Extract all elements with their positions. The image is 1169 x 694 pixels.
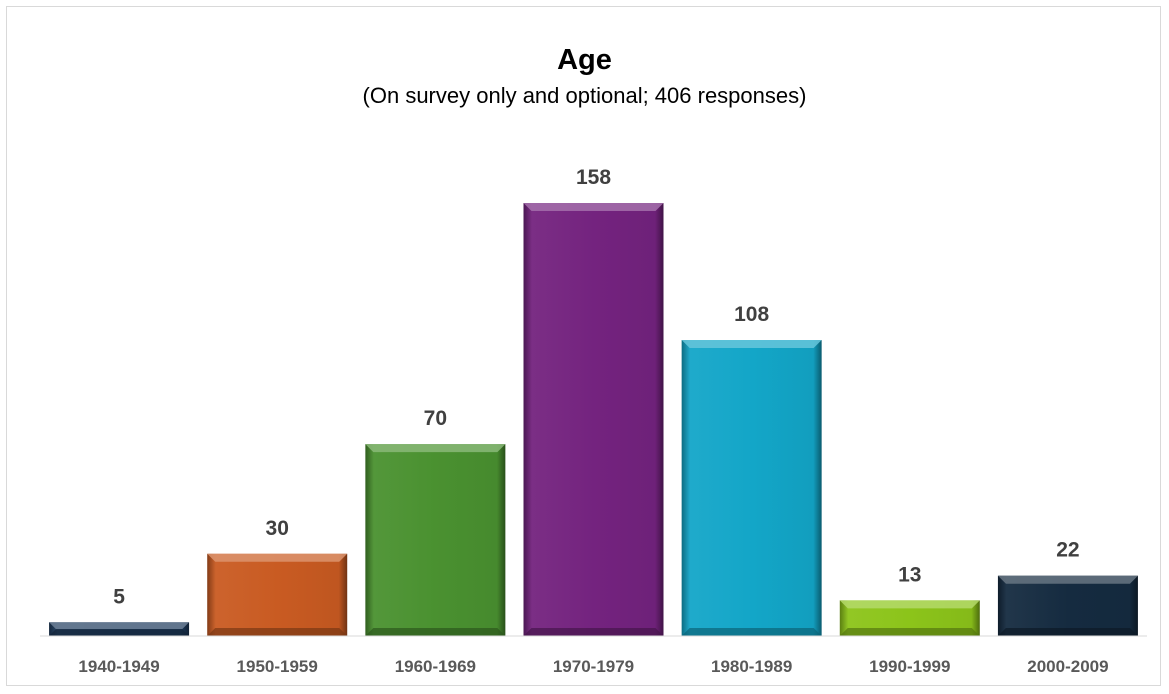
bar-shadow-1960-1969	[365, 628, 506, 636]
value-label-2000-2009: 22	[1056, 539, 1079, 562]
value-label-1940-1949: 5	[113, 585, 125, 608]
bar-bevel-2000-2009	[997, 575, 1138, 584]
bar-bevel-1980-1989	[681, 340, 822, 349]
bar-shadow-1940-1949	[49, 629, 190, 636]
bar-2000-2009	[997, 575, 1138, 636]
chart-title: Age	[557, 44, 612, 76]
bars-group	[49, 203, 1138, 636]
value-label-1960-1969: 70	[424, 407, 447, 430]
x-tick-labels-group: 1940-1949 1950-1959 1960-1969 1970-1979 1980…	[78, 657, 1108, 676]
value-label-1950-1959: 30	[266, 517, 289, 540]
bar-shadow-1970-1979	[523, 628, 664, 636]
bar-bevel-1940-1949	[49, 622, 190, 630]
x-tick-label-1940-1949: 1940-1949	[78, 657, 159, 676]
x-tick-label-1980-1989: 1980-1989	[711, 657, 792, 676]
bar-bevel-1970-1979	[523, 203, 664, 211]
bar-shadow-1980-1989	[681, 628, 822, 636]
bar-1980-1989	[681, 340, 822, 636]
bar-bevel-1950-1959	[207, 553, 348, 562]
value-label-1970-1979: 158	[576, 166, 611, 189]
bar-shadow-1950-1959	[207, 628, 348, 636]
bar-1960-1969	[365, 444, 506, 636]
value-label-1990-1999: 13	[898, 563, 921, 586]
chart-subtitle: (On survey only and optional; 406 respon…	[362, 83, 807, 108]
bar-1950-1959	[207, 553, 348, 636]
x-tick-label-1990-1999: 1990-1999	[869, 657, 950, 676]
value-label-1980-1989: 108	[734, 303, 769, 326]
x-tick-label-2000-2009: 2000-2009	[1027, 657, 1108, 676]
bar-bevel-1960-1969	[365, 444, 506, 453]
x-tick-label-1950-1959: 1950-1959	[237, 657, 318, 676]
x-tick-label-1960-1969: 1960-1969	[395, 657, 476, 676]
value-labels-group: 5 30 70 158 108 13 22	[113, 166, 1079, 608]
bar-shadow-2000-2009	[997, 628, 1138, 636]
x-tick-label-1970-1979: 1970-1979	[553, 657, 634, 676]
bar-shadow-1990-1999	[839, 628, 980, 636]
bar-bevel-1990-1999	[839, 600, 980, 609]
bar-1970-1979	[523, 203, 664, 636]
